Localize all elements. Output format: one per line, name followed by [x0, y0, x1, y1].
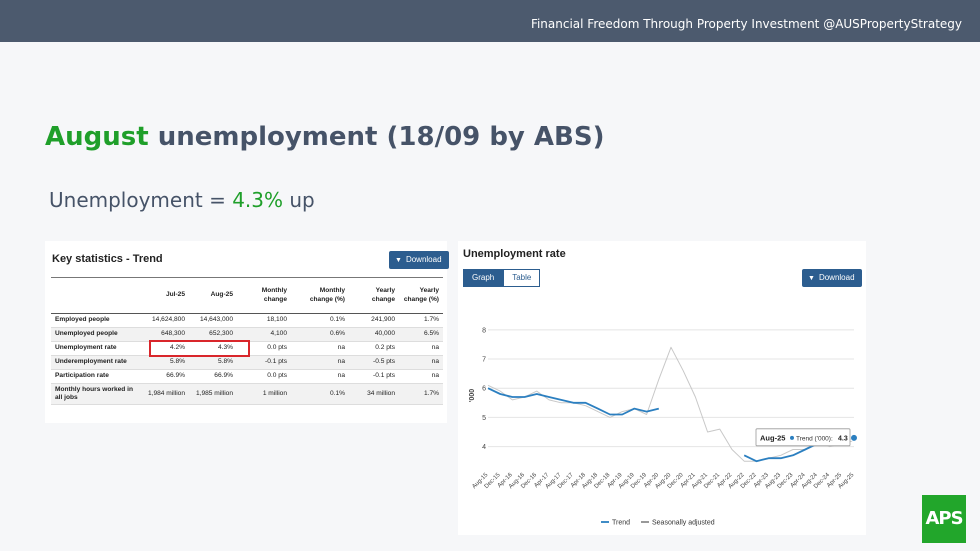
- y-tick-label: 5: [482, 415, 486, 422]
- table-cell: na: [291, 341, 349, 356]
- tab-graph[interactable]: Graph: [463, 269, 504, 287]
- title-rest: unemployment (18/09 by ABS): [148, 122, 605, 152]
- table-cell: 34 million: [349, 383, 399, 406]
- table-cell: 0.6%: [291, 327, 349, 342]
- tooltip-series-name: Trend ('000):: [796, 435, 833, 442]
- legend-sa-label: Seasonally adjusted: [652, 520, 715, 527]
- table-cell: 1,984 million: [141, 383, 189, 406]
- table-cell: 652,300: [189, 327, 237, 342]
- table-row: Underemployment rate 5.8% 5.8% -0.1 pts na -0…: [51, 355, 443, 370]
- table-cell: na: [291, 369, 349, 384]
- seasonally-adjusted-series-line: [487, 346, 855, 462]
- table-cell: 5.8%: [189, 355, 237, 370]
- table-cell: 648,300: [141, 327, 189, 342]
- chart-download-label: Download: [818, 273, 855, 282]
- chart-view-tabs: Graph Table: [463, 269, 541, 287]
- y-tick-label: 8: [482, 327, 486, 334]
- chevron-down-icon: ▼: [395, 257, 402, 264]
- table-cell: na: [399, 341, 443, 356]
- subtitle-value: 4.3%: [232, 188, 284, 212]
- table-cell: 4,100: [237, 327, 291, 342]
- trend-last-point-marker: [850, 433, 858, 442]
- header-tagline: Financial Freedom Through Property Inves…: [530, 17, 962, 31]
- table-cell: 5.8%: [141, 355, 189, 370]
- table-cell: 0.1%: [291, 383, 349, 406]
- row-label: Monthly hours worked in all jobs: [51, 383, 141, 406]
- legend-trend-label: Trend: [612, 520, 630, 527]
- chart-panel-title: Unemployment rate: [463, 248, 566, 260]
- table-cell: 14,643,000: [189, 313, 237, 328]
- subtitle-suffix: up: [283, 188, 315, 212]
- key-statistics-panel: Key statistics - Trend ▼ Download Jul-25 A…: [45, 241, 449, 423]
- table-row: Employed people 14,624,800 14,643,000 18,10…: [51, 313, 443, 328]
- table-row: Unemployed people 648,300 652,300 4,100 0.6%…: [51, 327, 443, 342]
- row-label: Underemployment rate: [51, 355, 141, 370]
- table-cell: 0.1%: [291, 313, 349, 328]
- y-tick-label: 6: [482, 386, 486, 393]
- tab-table[interactable]: Table: [503, 269, 541, 287]
- table-cell: 1.7%: [399, 383, 443, 406]
- aps-logo: APS: [922, 495, 966, 543]
- key-statistics-table: Jul-25 Aug-25 Monthly change Monthly change…: [51, 277, 443, 406]
- stats-download-button[interactable]: ▼ Download: [389, 251, 449, 269]
- table-header-row: Jul-25 Aug-25 Monthly change Monthly change…: [51, 277, 443, 314]
- table-cell: 1 million: [237, 383, 291, 406]
- column-header: Yearly change (%): [399, 277, 443, 314]
- unemployment-chart-panel: Unemployment rate Graph Table ▼ Download …: [458, 241, 866, 535]
- table-row: Unemployment rate 4.2% 4.3% 0.0 pts na 0.2 pt…: [51, 341, 443, 356]
- table-cell: na: [291, 355, 349, 370]
- table-cell: -0.5 pts: [349, 355, 399, 370]
- table-cell: 18,100: [237, 313, 291, 328]
- tooltip-value: 4.3: [838, 435, 848, 442]
- subtitle-prefix: Unemployment =: [49, 188, 233, 212]
- column-header: Yearly change: [349, 277, 399, 314]
- table-cell: 1,985 million: [189, 383, 237, 406]
- table-cell: 241,900: [349, 313, 399, 328]
- chart-download-button[interactable]: ▼ Download: [802, 269, 862, 287]
- table-row: Monthly hours worked in all jobs 1,984 mi…: [51, 383, 443, 406]
- table-cell: 0.2 pts: [349, 341, 399, 356]
- top-bar: Financial Freedom Through Property Inves…: [0, 0, 980, 42]
- y-tick-label: 7: [482, 357, 486, 364]
- unemployment-line-chart: 45678'000Aug-15Dec-15Apr-16Aug-16Dec-16A…: [469, 327, 858, 527]
- y-tick-label: 4: [482, 444, 486, 451]
- table-cell: 0.0 pts: [237, 369, 291, 384]
- column-header: Monthly change: [237, 277, 291, 314]
- key-statistics-title: Key statistics - Trend: [52, 253, 163, 265]
- tooltip-series-dot: [790, 435, 794, 440]
- table-cell: na: [399, 355, 443, 370]
- table-cell: 40,000: [349, 327, 399, 342]
- y-axis-label: '000: [469, 389, 476, 402]
- stats-download-label: Download: [405, 255, 442, 264]
- table-cell: 6.5%: [399, 327, 443, 342]
- column-header: Aug-25: [189, 277, 237, 314]
- tooltip-category: Aug-25: [760, 433, 785, 442]
- row-label: Unemployment rate: [51, 341, 141, 356]
- table-cell: 66.9%: [141, 369, 189, 384]
- unemployment-rate-highlight-box: [149, 340, 250, 357]
- column-header: Jul-25: [141, 277, 189, 314]
- title-accent: August: [45, 122, 149, 152]
- column-header: [51, 277, 141, 314]
- table-cell: 1.7%: [399, 313, 443, 328]
- table-cell: -0.1 pts: [349, 369, 399, 384]
- table-row: Participation rate 66.9% 66.9% 0.0 pts na -0.…: [51, 369, 443, 384]
- trend-series-line: [487, 387, 660, 416]
- table-cell: 0.0 pts: [237, 341, 291, 356]
- page-subtitle: Unemployment = 4.3% up: [49, 188, 315, 212]
- page-title: August unemployment (18/09 by ABS): [45, 122, 604, 152]
- table-cell: 66.9%: [189, 369, 237, 384]
- table-cell: -0.1 pts: [237, 355, 291, 370]
- column-header: Monthly change (%): [291, 277, 349, 314]
- table-cell: na: [399, 369, 443, 384]
- row-label: Participation rate: [51, 369, 141, 384]
- row-label: Unemployed people: [51, 327, 141, 342]
- chevron-down-icon: ▼: [808, 275, 815, 282]
- row-label: Employed people: [51, 313, 141, 328]
- chart-tooltip-box: [755, 428, 851, 447]
- table-cell: 14,624,800: [141, 313, 189, 328]
